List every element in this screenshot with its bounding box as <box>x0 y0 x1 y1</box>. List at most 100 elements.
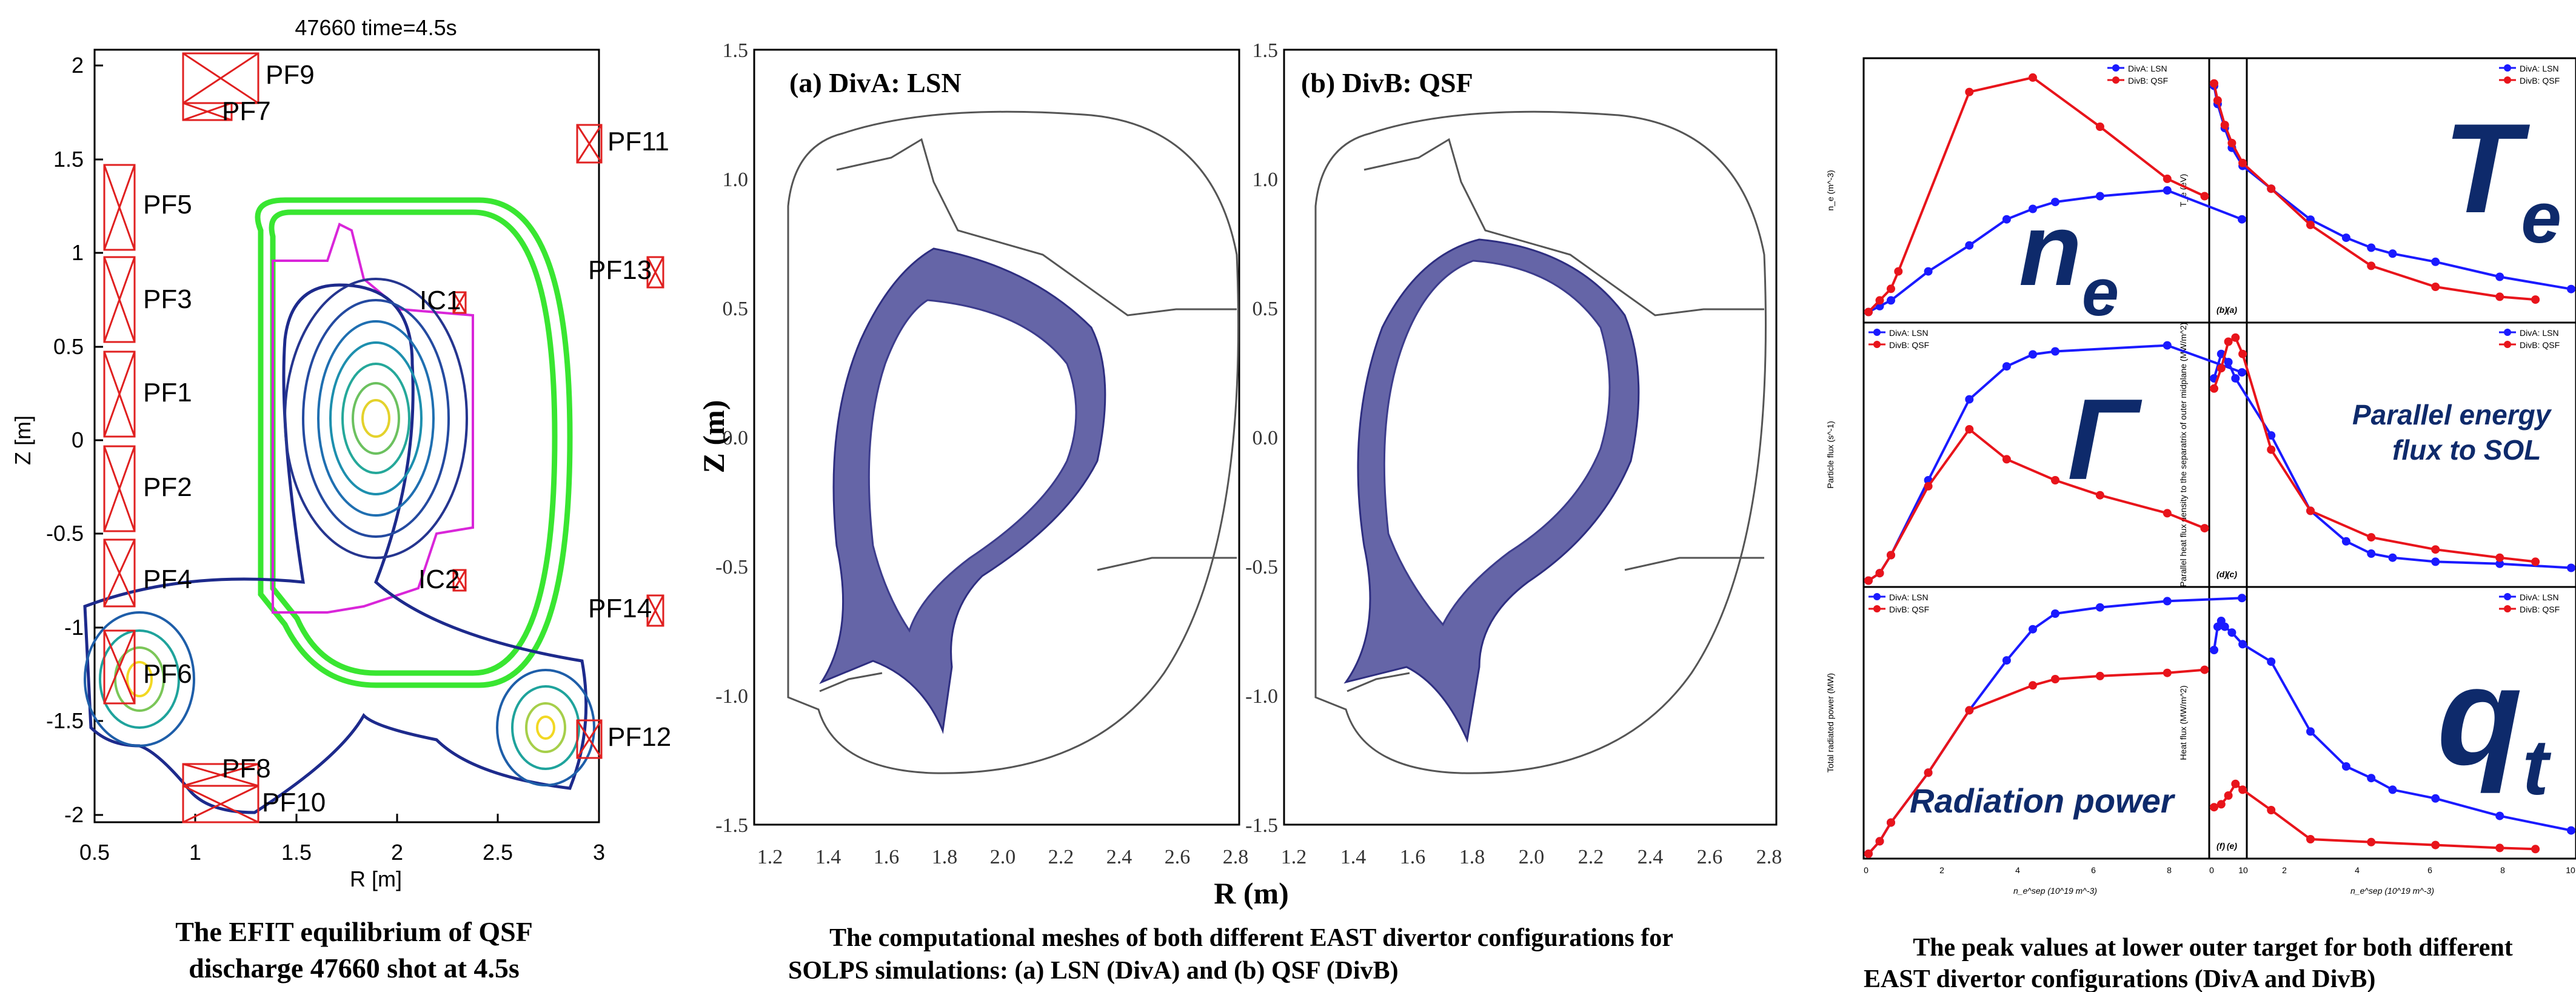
data-point-d-0 <box>2367 549 2376 558</box>
mesh-a-xtick-label: 2.8 <box>1223 846 1249 868</box>
legend-e-entry-a: DivA: LSN <box>1889 592 1929 602</box>
data-point-f-0 <box>2220 622 2229 631</box>
data-point-b-0 <box>2388 249 2397 258</box>
coil-label: PF12 <box>607 722 671 752</box>
big-te-label: Te <box>2443 97 2561 258</box>
data-point-b-0 <box>2431 257 2440 266</box>
subplot-c-label: (c) <box>2227 569 2237 579</box>
data-point-d-1 <box>2224 337 2233 346</box>
coil-label: PF8 <box>222 754 271 783</box>
coil-label: IC1 <box>420 286 461 315</box>
data-point-f-0 <box>2238 640 2247 649</box>
f-xtick-label: 8 <box>2500 865 2505 875</box>
vessel-wall-outer <box>255 197 573 688</box>
data-point-b-0 <box>2495 272 2504 281</box>
mesh-a-xtick-label: 2.0 <box>990 846 1016 868</box>
mesh-b-label: (b) DivB: QSF <box>1301 67 1473 98</box>
big-qt-sub: t <box>2523 723 2552 811</box>
data-point-e-1 <box>1924 768 1933 777</box>
data-point-f-1 <box>2267 806 2276 814</box>
e-xtick-label: 10 <box>2238 865 2248 875</box>
coil-label: PF2 <box>143 472 192 502</box>
big-qt-label: qt <box>2437 638 2552 811</box>
mesh-a-ytick-label: -0.5 <box>715 556 748 578</box>
data-point-c-0 <box>2002 362 2011 371</box>
efit-caption-line1: The EFIT equilibrium of QSF <box>175 916 533 947</box>
coil-label: PF13 <box>588 255 652 285</box>
subplot-a-ylabel: n_e (m^-3) <box>1825 170 1835 210</box>
subplot-d-label: (d) <box>2216 569 2227 579</box>
legend-f-entry-a: DivA: LSN <box>2520 592 2559 602</box>
data-point-d-1 <box>2495 553 2504 562</box>
efit-xticks: 0.5 1 1.5 2 2.5 3 <box>79 814 605 865</box>
efit-xtick-label: 3 <box>593 840 605 865</box>
data-point-f-1 <box>2238 785 2247 794</box>
efit-xtick-label: 0.5 <box>79 840 110 865</box>
mesh-ticks: 1.5 1.0 0.5 0.0 -0.5 -1.0 -1.5 1.5 1.0 0… <box>715 39 1782 868</box>
peak-series-layer <box>1864 73 2575 858</box>
radiation-power-label: Radiation power <box>1910 782 2176 820</box>
legend-c: DivA: LSN DivB: QSF <box>1868 328 1929 350</box>
vessel-wall-inner <box>269 209 558 676</box>
data-point-c-0 <box>1965 395 1974 404</box>
data-point-b-1 <box>2238 158 2247 167</box>
coil-label: PF7 <box>222 96 271 126</box>
data-point-a-0 <box>1887 296 1895 305</box>
mesh-a-ytick-label: 0.0 <box>723 427 749 449</box>
data-point-e-1 <box>1864 850 1873 858</box>
data-point-d-1 <box>2238 349 2247 358</box>
data-point-a-0 <box>2238 215 2246 224</box>
legend-a: DivA: LSN DivB: QSF <box>2107 64 2168 85</box>
e-xtick-label: 8 <box>2167 865 2172 875</box>
data-point-b-1 <box>2367 261 2376 270</box>
legend-c-entry-b: DivB: QSF <box>1889 340 1929 350</box>
coil-label: PF1 <box>143 378 192 407</box>
coil-label: PF11 <box>607 127 669 156</box>
mesh-b-ytick-label: 0.5 <box>1253 298 1279 320</box>
data-point-b-1 <box>2495 292 2504 301</box>
data-point-d-1 <box>2306 506 2315 515</box>
data-point-d-0 <box>2224 358 2233 367</box>
subplot-f-label: (f) <box>2216 841 2225 851</box>
f-xtick-label: 6 <box>2427 865 2432 875</box>
mesh-a-xtick-label: 1.2 <box>757 846 783 868</box>
data-point-c-1 <box>2002 455 2011 464</box>
big-ne-label: ne <box>2019 192 2119 330</box>
data-point-f-1 <box>2531 845 2540 854</box>
legend-b-entry-a: DivA: LSN <box>2520 64 2559 73</box>
legend-d-entry-a: DivA: LSN <box>2520 328 2559 338</box>
mesh-a-xtick-label: 1.8 <box>932 846 958 868</box>
e-xlabel: n_e^sep (10^19 m^-3) <box>2013 886 2097 896</box>
data-point-b-0 <box>2567 284 2575 293</box>
data-point-d-1 <box>2367 533 2376 542</box>
mesh-b-xtick-label: 2.2 <box>1578 846 1604 868</box>
data-point-e-0 <box>2238 594 2246 603</box>
data-point-f-0 <box>2388 785 2397 794</box>
coil-label: PF14 <box>588 594 652 623</box>
data-point-c-0 <box>2029 350 2037 359</box>
flux-surfaces <box>83 278 595 814</box>
big-gamma-label: Γ <box>2067 375 2143 504</box>
efit-panel: 47660 time=4.5s 0.5 1 1.5 2 2.5 3 R [m] <box>10 15 671 984</box>
data-point-f-0 <box>2567 826 2575 835</box>
parallel-flux-line2: flux to SOL <box>2392 434 2541 466</box>
data-point-e-1 <box>1875 837 1884 846</box>
data-point-a-0 <box>2163 186 2172 195</box>
f-xtick-label: 10 <box>2566 865 2575 875</box>
data-point-c-1 <box>1875 569 1884 578</box>
data-point-c-0 <box>2051 347 2059 356</box>
data-point-d-0 <box>2495 559 2504 568</box>
data-point-a-1 <box>1875 296 1884 305</box>
data-point-b-0 <box>2341 233 2350 243</box>
data-point-c-1 <box>2200 524 2209 533</box>
legend-e-entry-b: DivB: QSF <box>1889 605 1929 614</box>
data-point-b-1 <box>2210 79 2218 88</box>
subplot-b-ylabel: T_e (eV) <box>2178 174 2188 207</box>
data-point-d-1 <box>2431 545 2440 554</box>
legend-b-entry-b: DivB: QSF <box>2520 76 2560 85</box>
data-point-a-0 <box>2051 198 2059 207</box>
data-point-a-0 <box>1924 267 1933 276</box>
data-point-e-1 <box>2051 675 2059 683</box>
mesh-a-xtick-label: 1.4 <box>815 846 841 868</box>
data-point-d-0 <box>2231 374 2240 383</box>
